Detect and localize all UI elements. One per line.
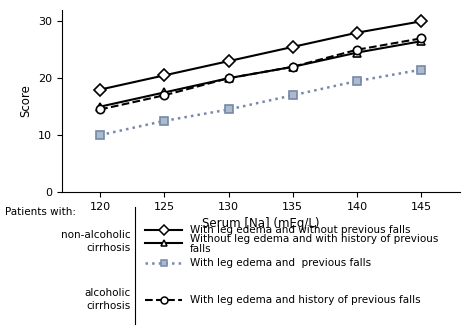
X-axis label: Serum [Na] (mEq/L): Serum [Na] (mEq/L): [202, 217, 319, 230]
Text: Patients with:: Patients with:: [5, 207, 76, 217]
Text: With leg edema and without previous falls: With leg edema and without previous fall…: [190, 225, 410, 235]
Text: alcoholic: alcoholic: [84, 288, 130, 298]
Text: non-alcoholic: non-alcoholic: [61, 230, 130, 240]
Text: With leg edema and history of previous falls: With leg edema and history of previous f…: [190, 295, 420, 305]
Text: With leg edema and  previous falls: With leg edema and previous falls: [190, 258, 371, 268]
Text: Without leg edema and with history of previous: Without leg edema and with history of pr…: [190, 234, 438, 244]
Y-axis label: Score: Score: [19, 84, 32, 118]
Text: falls: falls: [190, 244, 211, 254]
Text: cirrhosis: cirrhosis: [86, 243, 130, 253]
Text: cirrhosis: cirrhosis: [86, 301, 130, 311]
